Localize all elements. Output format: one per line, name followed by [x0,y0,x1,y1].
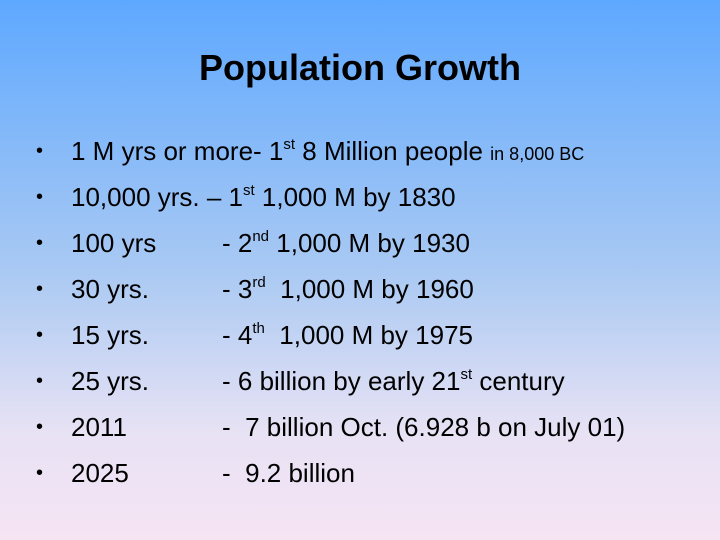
bullet-item: • 2011 - 7 billion Oct. (6.928 b on July… [36,404,706,450]
bullet-milestone: - 6 billion by early 21st century [222,366,565,396]
bullet-dot-icon: • [36,232,44,254]
bullet-dot-icon: • [36,140,44,162]
bullet-period: 2011 [71,412,127,442]
bullet-item: • 2025 - 9.2 billion [36,450,706,496]
bullet-dot-icon: • [36,278,44,300]
bullet-period: 2025 [71,458,129,488]
bullet-text: 10,000 yrs. – 1st 1,000 M by 1830 [71,182,456,212]
bullet-period: 30 yrs. [71,274,150,304]
bullet-period: 15 yrs. [71,320,150,350]
bullet-item: • 15 yrs. - 4th 1,000 M by 1975 [36,312,706,358]
bullet-list: • 1 M yrs or more- 1st 8 Million people … [36,128,706,496]
bullet-dot-icon: • [36,416,44,438]
bullet-item: • 25 yrs. - 6 billion by early 21st cent… [36,358,706,404]
bullet-item: • 10,000 yrs. – 1st 1,000 M by 1830 [36,174,706,220]
bullet-milestone: - 4th 1,000 M by 1975 [222,320,473,350]
bullet-milestone: - 2nd 1,000 M by 1930 [222,228,470,258]
bullet-text: 1 M yrs or more- 1st 8 Million people in… [71,136,585,166]
bullet-item: • 1 M yrs or more- 1st 8 Million people … [36,128,706,174]
bullet-dot-icon: • [36,324,44,346]
bullet-milestone: - 3rd 1,000 M by 1960 [222,274,474,304]
bullet-period: 100 yrs [71,228,157,258]
bullet-dot-icon: • [36,462,44,484]
bullet-dot-icon: • [36,186,44,208]
bullet-dot-icon: • [36,370,44,392]
bullet-milestone: - 9.2 billion [222,458,355,488]
slide-title: Population Growth [199,47,521,88]
bullet-item: • 30 yrs. - 3rd 1,000 M by 1960 [36,266,706,312]
bullet-item: • 100 yrs - 2nd 1,000 M by 1930 [36,220,706,266]
bullet-milestone: - 7 billion Oct. (6.928 b on July 01) [222,412,626,442]
bullet-period: 25 yrs. [71,366,150,396]
